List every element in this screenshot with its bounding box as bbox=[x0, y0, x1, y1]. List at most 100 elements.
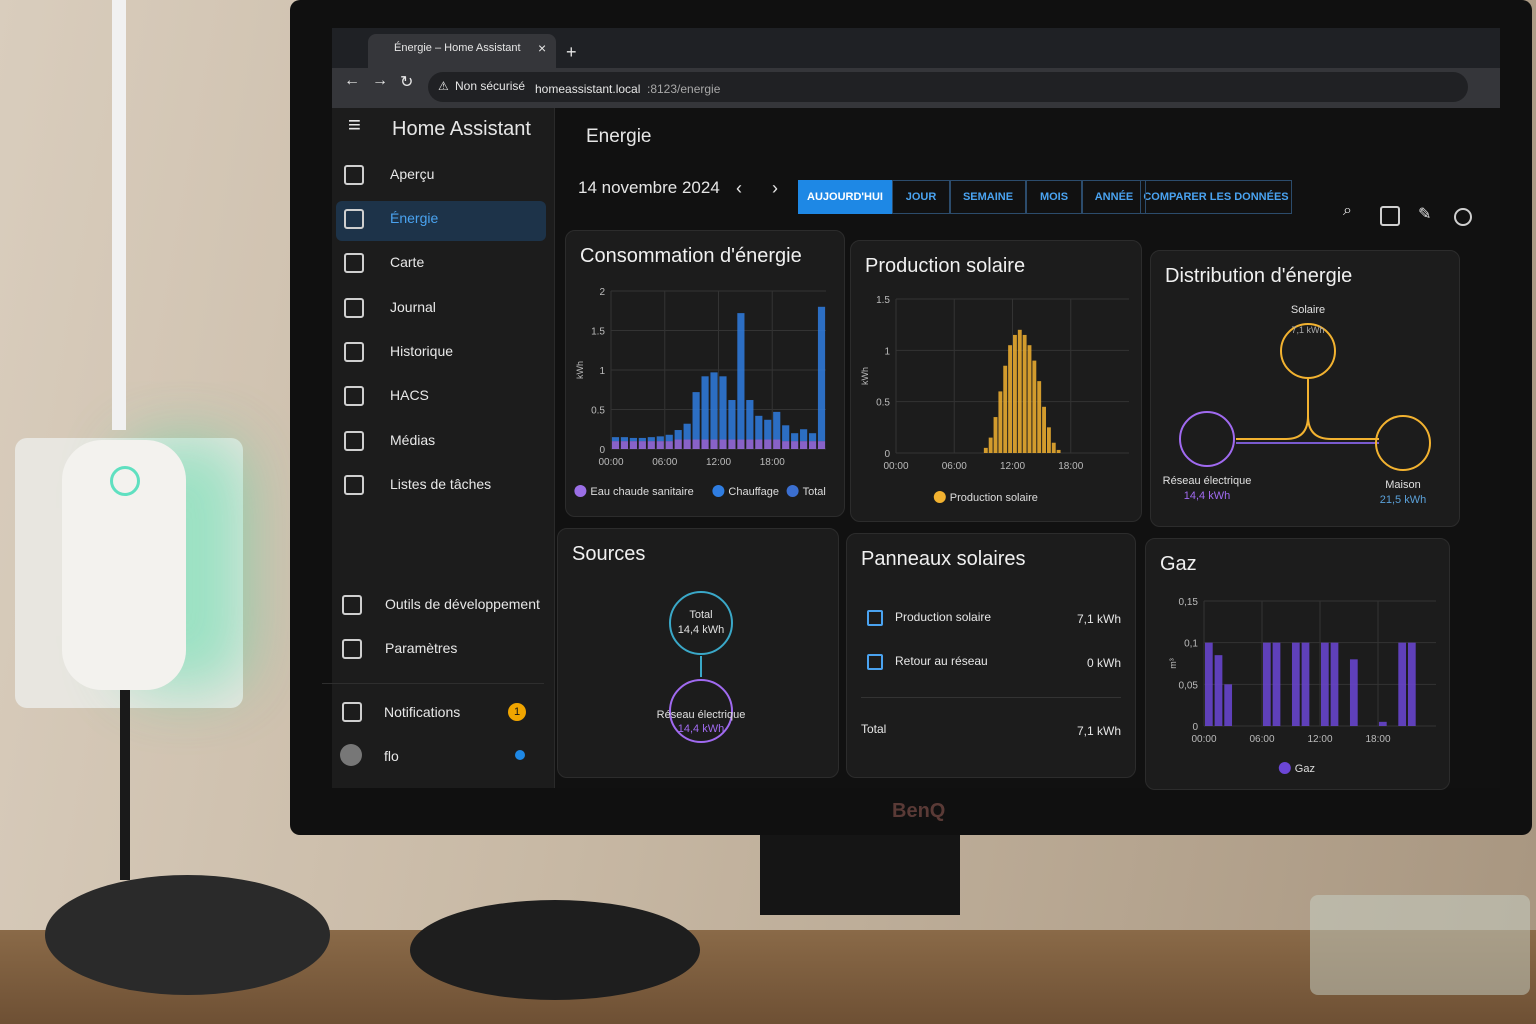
nav-icon bbox=[342, 595, 362, 615]
raspberry-case bbox=[1310, 895, 1530, 995]
node-label: Réseau électrique bbox=[1163, 475, 1252, 487]
nav-item[interactable]: Énergie bbox=[390, 210, 439, 226]
bar bbox=[737, 313, 745, 440]
nav-item[interactable]: Journal bbox=[390, 299, 436, 315]
bar bbox=[993, 417, 998, 453]
nav-item[interactable]: Carte bbox=[390, 254, 425, 270]
legend-label: Chauffage bbox=[728, 486, 779, 498]
tab-close[interactable]: × bbox=[538, 40, 547, 56]
new-tab[interactable]: + bbox=[566, 42, 577, 62]
settings-icon[interactable] bbox=[1454, 208, 1472, 226]
bar bbox=[719, 376, 727, 440]
bar bbox=[1008, 345, 1013, 453]
nav-item[interactable]: Historique bbox=[390, 343, 454, 359]
period-button[interactable]: AUJOURD'HUI bbox=[798, 180, 892, 214]
tab[interactable] bbox=[368, 34, 556, 68]
reload-button[interactable]: ↻ bbox=[400, 74, 414, 91]
x-tick-label: 18:00 bbox=[760, 457, 785, 468]
search-icon[interactable]: ⌕ bbox=[1343, 202, 1352, 219]
total-node bbox=[669, 591, 733, 655]
panels-card: Panneaux solaires Total 7,1 kWh Producti… bbox=[846, 533, 1136, 778]
bar bbox=[746, 400, 754, 440]
warning-icon: ⚠ bbox=[438, 79, 449, 93]
bar bbox=[1398, 642, 1407, 726]
bar bbox=[647, 437, 655, 442]
cable bbox=[120, 690, 130, 880]
x-tick-label: 12:00 bbox=[706, 457, 731, 468]
sources-card: Sources Total 14,4 kWh Réseau électrique… bbox=[557, 528, 839, 778]
bar bbox=[1272, 642, 1281, 726]
nav-item[interactable]: HACS bbox=[390, 387, 429, 403]
menu-button[interactable]: ≡ bbox=[348, 112, 361, 137]
forward-button[interactable]: → bbox=[372, 72, 388, 89]
bar bbox=[656, 436, 664, 442]
chat-icon[interactable] bbox=[1380, 206, 1400, 226]
bar bbox=[674, 430, 682, 440]
bar bbox=[1349, 659, 1358, 726]
brand: BenQ bbox=[892, 800, 946, 822]
speaker bbox=[45, 875, 330, 995]
consumption-card: Consommation d'énergie 0 0.5 1 1.5 2 00:00 06:… bbox=[565, 230, 845, 517]
distribution-card: Distribution d'énergie Solaire 7,1 kWh R… bbox=[1150, 250, 1460, 527]
y-tick-label: 0 bbox=[1192, 722, 1198, 733]
cable-white bbox=[112, 0, 126, 430]
bar bbox=[817, 441, 826, 449]
page-title: Energie bbox=[586, 126, 652, 147]
x-tick-label: 18:00 bbox=[1058, 461, 1083, 472]
node-value: 7,1 kWh bbox=[1291, 325, 1324, 335]
x-tick-label: 06:00 bbox=[652, 457, 677, 468]
y-tick-label: 0.5 bbox=[876, 398, 890, 409]
address-bar[interactable] bbox=[428, 72, 1468, 102]
bar bbox=[782, 441, 790, 449]
nav-item[interactable]: Aperçu bbox=[390, 166, 435, 182]
period-button[interactable]: ANNÉE bbox=[1082, 180, 1146, 214]
bar bbox=[701, 376, 709, 440]
bar bbox=[1017, 329, 1022, 453]
y-axis-label: m³ bbox=[1168, 658, 1178, 669]
bar bbox=[755, 415, 763, 440]
y-tick-label: 1 bbox=[884, 346, 890, 357]
nav-icon bbox=[344, 253, 364, 273]
url-path: :8123/energie bbox=[647, 82, 721, 96]
bar bbox=[647, 441, 655, 449]
nav-item[interactable]: Listes de tâches bbox=[390, 476, 492, 492]
notifications-label[interactable]: Notifications bbox=[384, 704, 461, 720]
bar bbox=[800, 429, 808, 442]
node-value: 21,5 kWh bbox=[1380, 494, 1426, 506]
user-name[interactable]: flo bbox=[384, 748, 399, 764]
bar bbox=[611, 437, 620, 442]
prev-button[interactable]: ‹ bbox=[736, 178, 742, 198]
nav-active bbox=[336, 201, 546, 241]
back-button[interactable]: ← bbox=[344, 72, 360, 89]
nav-icon bbox=[344, 475, 364, 495]
user-dot bbox=[515, 750, 525, 760]
chart: 0 0,05 0,1 0,15 00:00 06:00 12:00 18:00 m³ Gaz bbox=[1168, 597, 1436, 775]
bar bbox=[1204, 642, 1213, 726]
period-button[interactable]: JOUR bbox=[892, 180, 950, 214]
chart: 0 0.5 1 1.5 2 00:00 06:00 12:00 18:00 kWh Eau chau… bbox=[574, 287, 826, 498]
next-button[interactable]: › bbox=[772, 178, 778, 198]
home-node bbox=[1375, 415, 1431, 471]
bar bbox=[665, 441, 673, 449]
bar bbox=[1032, 360, 1037, 453]
card-title: Production solaire bbox=[865, 255, 1026, 277]
edit-icon[interactable]: ✎ bbox=[1418, 206, 1432, 223]
distribution-diagram: Solaire 7,1 kWh Réseau électrique 14,4 k… bbox=[1163, 304, 1431, 506]
solar-card: Production solaire 0 0.5 1 1.5 00:00 06:00 12:… bbox=[850, 240, 1142, 522]
period-button[interactable]: SEMAINE bbox=[950, 180, 1026, 214]
x-tick-label: 00:00 bbox=[883, 461, 908, 472]
bar bbox=[737, 439, 745, 449]
bar bbox=[710, 372, 718, 440]
nav-item[interactable]: Paramètres bbox=[385, 640, 458, 656]
nav-icon bbox=[344, 342, 364, 362]
bar bbox=[1022, 334, 1027, 453]
solar-node bbox=[1280, 323, 1336, 379]
bar bbox=[728, 439, 736, 449]
compare-button[interactable]: COMPARER LES DONNÉES bbox=[1140, 180, 1292, 214]
period-button[interactable]: MOIS bbox=[1026, 180, 1082, 214]
nav-item[interactable]: Médias bbox=[390, 432, 436, 448]
y-axis-label: kWh bbox=[860, 367, 870, 385]
hub bbox=[410, 900, 700, 1000]
nav-item[interactable]: Outils de développement bbox=[385, 596, 540, 612]
